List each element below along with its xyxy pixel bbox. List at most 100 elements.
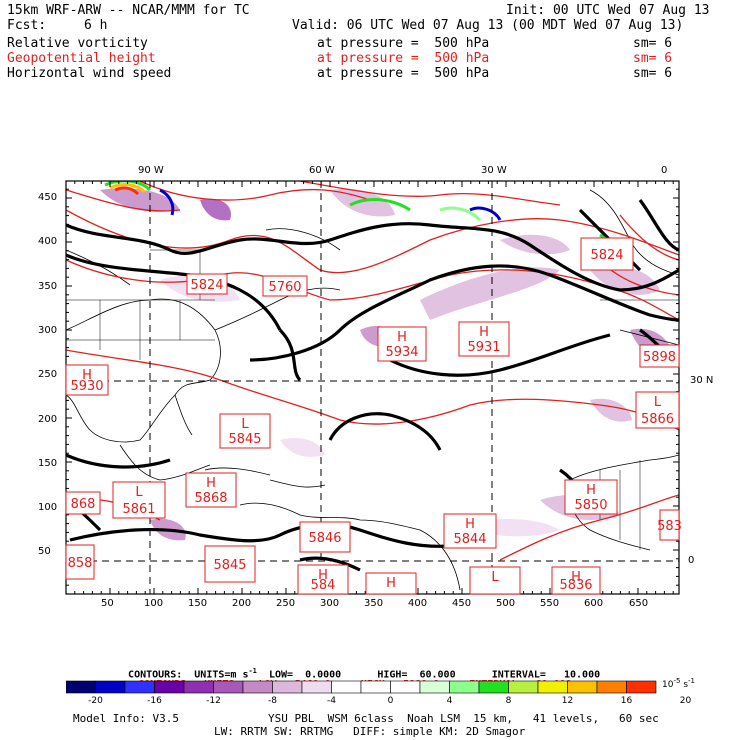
colorbar — [66, 680, 657, 694]
height-center-value: 5844 — [453, 532, 486, 547]
colorbar-swatch — [449, 680, 480, 694]
height-center-box: H — [365, 572, 417, 595]
colorbar-swatch — [183, 680, 214, 694]
y-tick-label: 450 — [38, 192, 58, 203]
height-center-value: 5868 — [194, 491, 227, 506]
height-center-box: 5824 — [186, 273, 228, 295]
colorbar-swatch — [626, 680, 657, 694]
x-tick-label: 150 — [188, 598, 208, 609]
physics-line-1: YSU PBL WSM 6class Noah LSM 15 km, 41 le… — [268, 712, 659, 725]
field-name-vorticity: Relative vorticity — [7, 36, 148, 51]
colorbar-swatch — [272, 680, 303, 694]
colorbar-tick-label: 20 — [679, 696, 692, 706]
field-level-vorticity: at pressure = 500 hPa — [317, 36, 490, 51]
y-tick-label: 100 — [38, 502, 58, 513]
height-center-value: 868 — [71, 497, 96, 512]
lon-label-90w: 90 W — [138, 165, 164, 176]
colorbar-swatch — [213, 680, 244, 694]
colorbar-unit: 10-5 s-1 — [662, 677, 695, 690]
height-center-type: H — [586, 483, 596, 498]
height-center-value: 5850 — [574, 498, 607, 513]
height-center-box: L — [469, 566, 521, 595]
lon-label-60w: 60 W — [309, 165, 335, 176]
height-center-value: 5930 — [70, 379, 103, 394]
height-center-value: 5931 — [467, 340, 500, 355]
height-center-value: 583 — [657, 519, 682, 534]
lon-label-30w: 30 W — [481, 165, 507, 176]
y-tick-label: 150 — [38, 458, 58, 469]
field-level-geopotential: at pressure = 500 hPa — [317, 51, 490, 66]
model-title: 15km WRF-ARW -- NCAR/MMM for TC — [7, 3, 250, 18]
height-center-value: 5934 — [385, 345, 418, 360]
contour-info-wind: CONTOURS: UNITS=m s-1 LOW= 0.0000 HIGH= … — [128, 667, 601, 681]
height-center-box: 5760 — [262, 275, 308, 297]
height-center-value: 5845 — [228, 432, 261, 447]
y-tick-label: 400 — [38, 236, 58, 247]
model-info: Model Info: V3.5 — [73, 712, 179, 725]
field-sm-vorticity: sm= 6 — [633, 36, 673, 51]
height-center-type: H — [386, 576, 396, 591]
height-center-box: 583 — [657, 509, 682, 541]
physics-line-2: LW: RRTM SW: RRTMG DIFF: simple KM: 2D S… — [214, 725, 526, 738]
colorbar-tick-label: 12 — [561, 696, 574, 706]
grid-lines — [66, 181, 679, 594]
height-center-type: H — [571, 570, 581, 585]
height-center-box: 5898 — [639, 344, 680, 368]
height-center-type: H — [206, 476, 216, 491]
lat-label-30n: 30 N — [690, 375, 714, 386]
x-tick-label: 400 — [408, 598, 428, 609]
height-center-type: L — [491, 570, 499, 585]
y-tick-label: 50 — [38, 546, 51, 557]
height-center-box: L 5861 — [112, 481, 166, 519]
colorbar-tick-label: -16 — [147, 696, 162, 706]
height-center-box: 858 — [65, 544, 95, 580]
forecast-value: 6 h — [84, 18, 108, 33]
colorbar-tick-label: -8 — [268, 696, 277, 706]
colorbar-tick-label: -12 — [206, 696, 221, 706]
colorbar-swatch — [124, 680, 155, 694]
field-name-wind: Horizontal wind speed — [7, 66, 172, 81]
height-center-type: H — [82, 368, 92, 383]
height-center-value: 5824 — [190, 278, 223, 293]
height-center-box: L 5866 — [635, 391, 680, 429]
y-tick-label: 200 — [38, 414, 58, 425]
colorbar-tick-label: 16 — [620, 696, 633, 706]
height-center-box: 5824 — [580, 237, 634, 271]
field-name-geopotential: Geopotential height — [7, 51, 156, 66]
height-center-box: 5846 — [299, 521, 351, 553]
x-tick-label: 350 — [364, 598, 384, 609]
height-center-type: L — [241, 417, 249, 432]
x-tick-label: 650 — [629, 598, 649, 609]
field-sm-geopotential: sm= 6 — [633, 51, 673, 66]
colorbar-swatch — [331, 680, 362, 694]
field-sm-wind: sm= 6 — [633, 66, 673, 81]
colorbar-tick-label: 4 — [446, 696, 453, 706]
height-center-type: H — [479, 325, 489, 340]
lon-label-0: 0 — [661, 165, 668, 176]
y-tick-label: 250 — [38, 369, 58, 380]
forecast-label: Fcst: — [7, 18, 47, 33]
colorbar-swatch — [242, 680, 273, 694]
x-tick-label: 450 — [452, 598, 472, 609]
height-center-type: H — [318, 568, 328, 583]
height-center-value: 858 — [68, 556, 93, 571]
colorbar-tick-label: -4 — [327, 696, 336, 706]
height-center-box: 868 — [65, 491, 101, 515]
height-center-value: 5846 — [308, 531, 341, 546]
colorbar-swatch — [95, 680, 126, 694]
height-center-value: 5760 — [268, 280, 301, 295]
height-center-type: L — [654, 395, 662, 410]
height-center-value: 5861 — [122, 502, 155, 517]
init-time: Init: 00 UTC Wed 07 Aug 13 — [506, 3, 710, 18]
height-center-value: 5866 — [641, 412, 674, 427]
height-center-value: 5898 — [643, 350, 676, 365]
colorbar-tick-label: 8 — [505, 696, 512, 706]
